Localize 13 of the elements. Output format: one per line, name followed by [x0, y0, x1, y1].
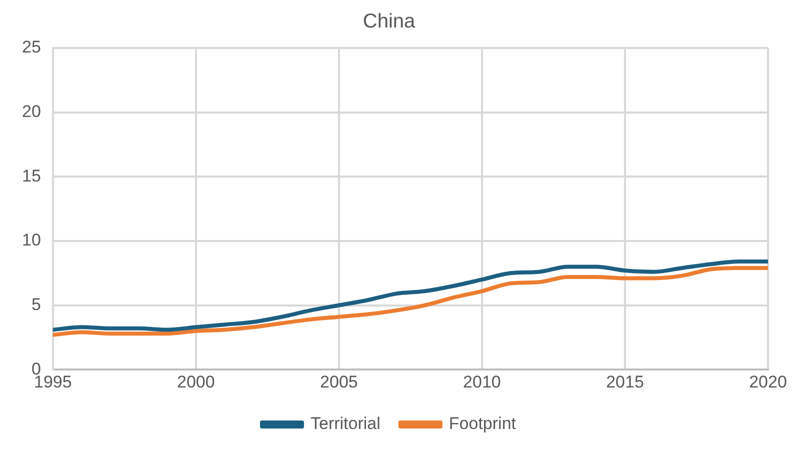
x-tick-label: 2010	[463, 372, 501, 392]
y-tick-label: 10	[22, 230, 41, 250]
y-tick-label: 20	[22, 102, 41, 122]
x-tick-label: 2005	[320, 372, 358, 392]
legend-label: Territorial	[310, 414, 380, 434]
y-tick-label: 5	[31, 294, 41, 314]
chart-title: China	[362, 10, 416, 33]
x-tick-label: 2000	[177, 372, 215, 392]
legend-label: Footprint	[448, 414, 516, 434]
x-tick-label: 2015	[606, 372, 644, 392]
y-tick-label: 25	[22, 38, 41, 57]
y-tick-label: 15	[22, 166, 41, 186]
x-tick-label: 2020	[749, 372, 787, 392]
